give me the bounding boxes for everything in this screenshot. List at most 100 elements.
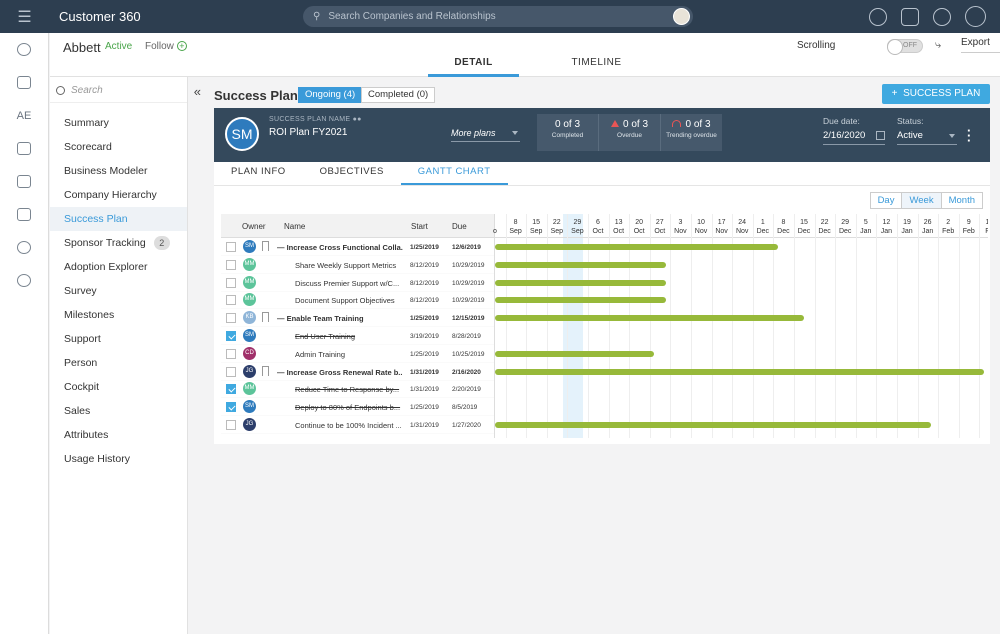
row-name[interactable]: — Increase Gross Renewal Rate b... <box>277 367 403 377</box>
global-search[interactable]: ⚲ Search Companies and Relationships <box>303 6 693 27</box>
gantt-bar[interactable] <box>495 261 666 268</box>
global-search-input[interactable]: Search Companies and Relationships <box>328 11 496 22</box>
gantt-task-row[interactable]: MM Document Support Objectives 8/12/2019 10… <box>221 291 494 310</box>
bookmark-icon[interactable] <box>262 365 269 376</box>
sidebar-item-scorecard[interactable]: Scorecard <box>50 135 187 159</box>
avatar[interactable] <box>673 8 690 25</box>
list-icon[interactable] <box>0 132 48 165</box>
row-checkbox[interactable] <box>226 331 236 341</box>
row-name[interactable]: Continue to be 100% Incident ... <box>295 421 402 430</box>
row-checkbox[interactable] <box>226 384 236 395</box>
tick-day: 15 <box>800 219 808 226</box>
timeline-header: o 8 Sep 15 Sep 22 Sep 29 Sep 6 Oct 13 Oct 20 Oct 27 Oct 3… <box>493 214 988 238</box>
home-icon[interactable] <box>0 66 48 99</box>
row-name[interactable]: — Enable Team Training <box>277 314 364 324</box>
sidebar-search-input[interactable]: Search <box>71 85 103 96</box>
add-success-plan-button[interactable]: + SUCCESS PLAN <box>882 84 990 104</box>
row-name[interactable]: Share Weekly Support Metrics <box>295 260 397 270</box>
row-checkbox[interactable] <box>226 295 236 306</box>
gantt-task-row[interactable]: MM Reduce Time to Response by... 1/31/2019… <box>221 380 494 399</box>
row-name[interactable]: Deploy to 80% of Endpoints b... <box>295 403 401 413</box>
scale-month[interactable]: Month <box>941 193 982 208</box>
gantt-objective-row[interactable]: SM — Increase Cross Functional Colla... 1/… <box>221 238 494 256</box>
row-name[interactable]: Discuss Premier Support w/C... <box>295 278 400 288</box>
sidebar-item-usage-history[interactable]: Usage History <box>50 447 187 471</box>
gantt-bar[interactable] <box>495 279 666 286</box>
gantt-bar[interactable] <box>495 244 778 250</box>
tab-plan-info[interactable]: PLAN INFO <box>231 166 286 177</box>
scrolling-toggle[interactable]: OFF <box>887 39 923 55</box>
share-icon[interactable]: ⤷ <box>935 39 942 51</box>
sidebar-search[interactable]: Search « <box>50 79 201 103</box>
row-checkbox[interactable] <box>226 277 236 288</box>
more-options-icon[interactable]: · · · <box>967 123 972 148</box>
gantt-bar[interactable] <box>495 297 666 304</box>
gear-icon[interactable] <box>0 264 48 297</box>
gantt-task-row[interactable]: MM Share Weekly Support Metrics 8/12/2019 1… <box>221 256 494 274</box>
sidebar-item-company-hierarchy[interactable]: Company Hierarchy <box>50 183 187 207</box>
gantt-timeline: o 8 Sep 15 Sep 22 Sep 29 Sep 6 Oct 13 Oct 20 Oct 27 Oct 3… <box>493 214 988 438</box>
gantt-task-row[interactable]: SM End User Training 3/19/2019 8/28/2019 <box>221 327 494 345</box>
row-name[interactable]: — Increase Cross Functional Colla... <box>277 243 403 252</box>
gantt-bar[interactable] <box>495 350 655 357</box>
tab-detail[interactable]: DETAIL <box>428 57 519 77</box>
sidebar-item-summary[interactable]: Summary <box>50 111 187 135</box>
due-date-field[interactable]: 2/16/2020 <box>823 130 885 145</box>
search-nav-icon[interactable] <box>0 33 48 66</box>
ongoing-filter[interactable]: Ongoing (4) <box>298 87 363 103</box>
hierarchy-icon[interactable] <box>0 231 48 264</box>
tab-timeline[interactable]: TIMELINE <box>571 57 622 68</box>
gantt-task-row[interactable]: CD Admin Training 1/25/2019 10/25/2019 <box>221 345 494 363</box>
gantt-task-row[interactable]: SM Deploy to 80% of Endpoints b... 1/25/20… <box>221 398 494 417</box>
ae-nav-item[interactable]: AE <box>16 109 32 122</box>
bell-icon[interactable] <box>869 7 887 26</box>
row-checkbox[interactable] <box>226 242 236 252</box>
checklist-icon[interactable] <box>0 198 48 231</box>
user-profile-icon[interactable] <box>965 6 986 27</box>
gantt-bar[interactable] <box>495 315 805 322</box>
sidebar-item-cockpit[interactable]: Cockpit <box>50 375 187 399</box>
row-name[interactable]: Reduce Time to Response by... <box>295 385 400 395</box>
row-checkbox[interactable] <box>226 366 236 377</box>
globe-icon[interactable] <box>933 7 951 26</box>
sidebar-item-support[interactable]: Support <box>50 327 187 351</box>
completed-filter[interactable]: Completed (0) <box>361 87 436 103</box>
row-checkbox[interactable] <box>226 348 236 359</box>
follow-button[interactable]: Follow + <box>145 41 187 52</box>
collapse-icon[interactable]: « <box>193 84 201 99</box>
calendar-icon[interactable] <box>0 165 48 198</box>
row-name[interactable]: Document Support Objectives <box>295 296 395 306</box>
tab-objectives[interactable]: OBJECTIVES <box>319 166 384 177</box>
more-plans-dropdown[interactable]: More plans <box>451 128 520 142</box>
sidebar-item-milestones[interactable]: Milestones <box>50 303 187 327</box>
sidebar-item-business-modeler[interactable]: Business Modeler <box>50 159 187 183</box>
sidebar-item-sponsor-tracking[interactable]: Sponsor Tracking 2 <box>50 231 187 255</box>
gantt-task-row[interactable]: JG Continue to be 100% Incident ... 1/31/2… <box>221 416 494 434</box>
sidebar-item-sales[interactable]: Sales <box>50 399 187 423</box>
row-checkbox[interactable] <box>226 313 236 324</box>
book-icon[interactable] <box>901 7 919 26</box>
bookmark-icon[interactable] <box>262 312 269 323</box>
sidebar-item-success-plan[interactable]: Success Plan <box>50 207 187 231</box>
sidebar-item-attributes[interactable]: Attributes <box>50 423 187 447</box>
row-checkbox[interactable] <box>226 402 236 413</box>
bookmark-icon[interactable] <box>262 241 269 251</box>
row-checkbox[interactable] <box>226 259 236 270</box>
status-dropdown[interactable]: Active <box>897 130 957 145</box>
gantt-task-row[interactable]: MM Discuss Premier Support w/C... 8/12/201… <box>221 274 494 292</box>
scale-week[interactable]: Week <box>902 193 942 208</box>
menu-icon[interactable]: ☰ <box>17 8 32 26</box>
scale-day[interactable]: Day <box>870 193 903 208</box>
sidebar-item-person[interactable]: Person <box>50 351 187 375</box>
sidebar-item-adoption-explorer[interactable]: Adoption Explorer <box>50 255 187 279</box>
row-name[interactable]: Admin Training <box>295 349 346 359</box>
row-checkbox[interactable] <box>226 420 236 430</box>
gantt-bar[interactable] <box>495 368 984 375</box>
tab-gantt-chart[interactable]: GANTT CHART <box>400 162 508 185</box>
gantt-objective-row[interactable]: JG — Increase Gross Renewal Rate b... 1/31… <box>221 363 494 381</box>
row-name[interactable]: End User Training <box>295 332 356 341</box>
sidebar-item-survey[interactable]: Survey <box>50 279 187 303</box>
export-dropdown[interactable]: Export <box>961 37 1000 53</box>
gantt-objective-row[interactable]: KB — Enable Team Training 1/25/2019 12/15/2… <box>221 309 494 328</box>
gantt-bar[interactable] <box>495 422 931 428</box>
